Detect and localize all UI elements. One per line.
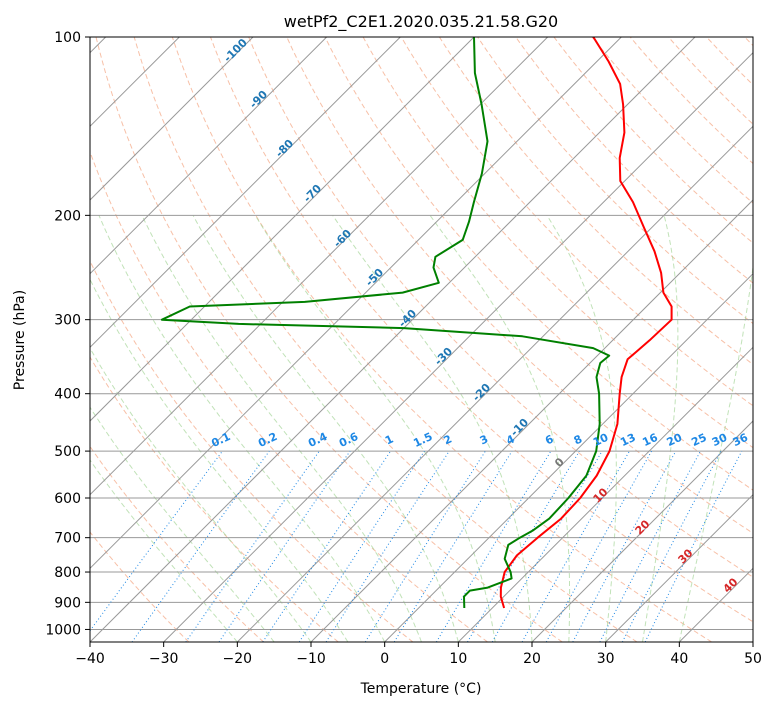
mixing-ratio-label: 16 (640, 431, 660, 449)
y-tick-label: 700 (54, 531, 81, 547)
y-axis-title: Pressure (hPa) (12, 290, 28, 390)
mixing-ratio-line (364, 450, 486, 642)
dry-adiabat (210, 37, 753, 623)
plot-frame (89, 36, 754, 643)
x-tick-label: −30 (149, 651, 179, 667)
x-tick-label: 20 (523, 651, 541, 667)
x-axis-title: Temperature (°C) (360, 681, 482, 697)
isotherm (457, 346, 753, 642)
isotherm (605, 493, 753, 642)
y-tick-label: 300 (54, 313, 81, 329)
mixing-ratio-line (572, 450, 677, 642)
moist-adiabat (141, 215, 422, 642)
dry-adiabat (133, 37, 638, 642)
y-tick-label: 800 (54, 565, 81, 581)
x-tick-label: −40 (75, 651, 105, 667)
dry-adiabat (90, 445, 264, 642)
moist-adiabat (90, 278, 349, 642)
moist-adiabat (90, 459, 238, 642)
temperature-profile-line (499, 37, 673, 609)
mixing-ratio-label: 10 (591, 431, 611, 449)
mixing-ratio-label: 20 (665, 431, 685, 449)
x-tick-label: 30 (597, 651, 615, 667)
y-tick-label: 400 (54, 387, 81, 403)
isotherm (90, 37, 549, 496)
isotherm (531, 420, 753, 642)
dry-adiabat (171, 37, 712, 642)
x-tick-label: 50 (744, 651, 762, 667)
mixing-ratio-line (621, 450, 722, 642)
moist-adiabat (254, 215, 496, 642)
x-tick-label: 10 (449, 651, 467, 667)
mixing-ratio-label: 36 (731, 431, 751, 449)
dewpoint-profile-line (160, 37, 611, 609)
dry-adiabat (515, 37, 753, 284)
dry-adiabat (248, 37, 753, 578)
mixing-ratio-line (218, 450, 351, 642)
series-layer (160, 37, 673, 609)
mixing-ratio-line (298, 450, 425, 642)
moist-adiabat (90, 347, 312, 642)
dry-adiabat (95, 37, 563, 642)
mixing-ratio-line (393, 450, 513, 642)
mixing-ratio-label: 30 (710, 431, 730, 449)
mixing-ratio-line (185, 450, 320, 642)
dry-adiabat (90, 356, 339, 642)
y-tick-label: 900 (54, 595, 81, 611)
isotherm (384, 272, 753, 642)
mixing-ratio-line (435, 450, 552, 642)
y-tick-label: 600 (54, 491, 81, 507)
moist-adiabat (642, 215, 679, 642)
mixing-ratio-line (262, 450, 392, 642)
mixing-ratio-line (131, 450, 270, 642)
isotherm (310, 199, 753, 642)
mixing-ratio-line (325, 450, 450, 642)
moist-adiabat (678, 263, 753, 642)
chart-title: wetPf2_C2E1.2020.035.21.58.G20 (284, 12, 558, 32)
dry-adiabat (90, 531, 190, 642)
moist-adiabat (98, 215, 386, 642)
isotherm (163, 51, 753, 642)
grid-layer (90, 37, 753, 642)
x-tick-label: 0 (380, 651, 389, 667)
isotherm (90, 37, 328, 275)
dry-adiabat (400, 37, 753, 407)
x-tick-label: 40 (670, 651, 688, 667)
y-tick-label: 1000 (45, 622, 81, 638)
isotherm (90, 37, 696, 642)
x-tick-label: −20 (223, 651, 253, 667)
mixing-ratio-label: 25 (689, 431, 708, 449)
dry-adiabat (90, 150, 488, 642)
isotherm (90, 37, 401, 349)
moist-adiabat (429, 215, 571, 642)
dry-adiabat (324, 37, 753, 491)
axis-layer: −40 −30 −20 −10 0 10 20 30 40 50 100 200 300 400 500 60… (45, 30, 762, 667)
mixing-ratio-line (644, 450, 743, 642)
x-tick-label: −10 (296, 651, 326, 667)
mixing-ratio-label: 13 (618, 431, 637, 449)
isotherm (90, 37, 254, 201)
y-tick-label: 100 (54, 30, 81, 46)
isotherm (90, 37, 622, 570)
mixing-ratio-line (545, 450, 653, 642)
mixing-ratio-line (599, 450, 701, 642)
y-tick-label: 500 (54, 444, 81, 460)
y-tick-label: 200 (54, 208, 81, 224)
moist-adiabat (192, 215, 459, 642)
isotherm (90, 37, 475, 422)
dry-adiabat (438, 37, 753, 366)
